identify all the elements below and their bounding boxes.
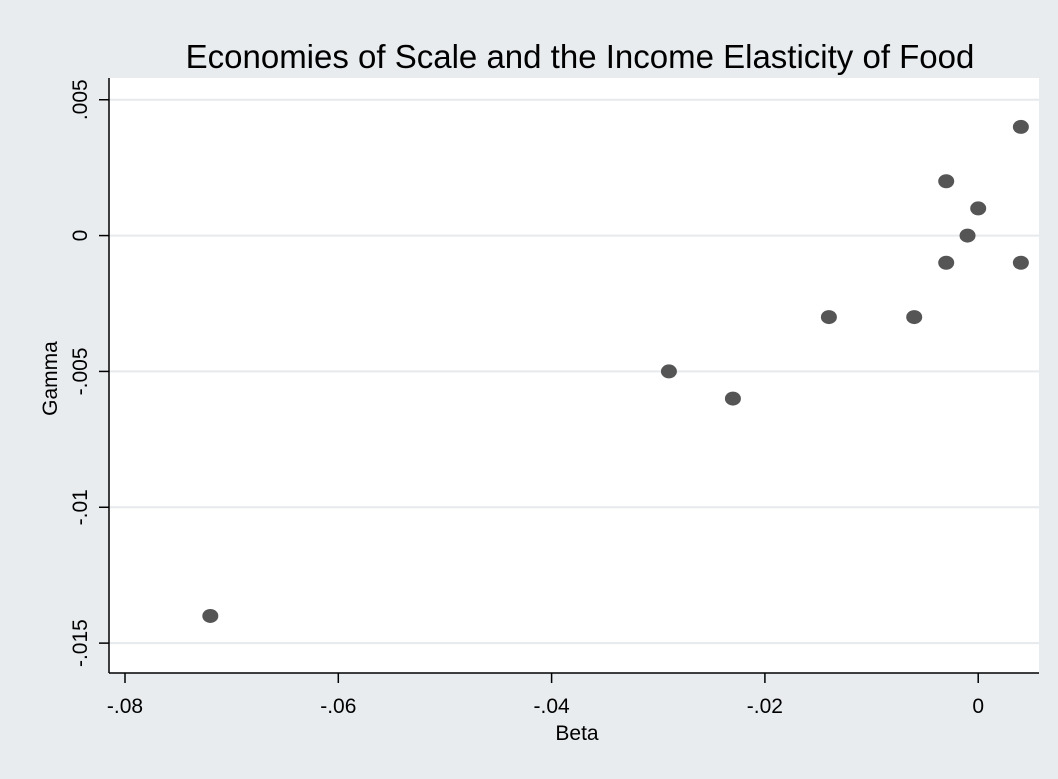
- x-tick-label: -.04: [534, 695, 571, 718]
- data-point-6: [938, 255, 955, 270]
- data-point-3: [820, 310, 837, 325]
- y-tick-label: -.005: [69, 347, 92, 395]
- data-point-4: [906, 310, 923, 325]
- axis-ticks: -.08 -.06 -.04 -.02 0 -.015 -.01 -.005 0 .005: [69, 79, 984, 718]
- x-tick-label: -.06: [320, 695, 356, 718]
- y-tick-label: -.01: [69, 489, 92, 525]
- data-points: [202, 119, 1029, 623]
- gridlines: [109, 98, 1039, 645]
- y-axis-title: Gamma: [39, 341, 62, 416]
- data-point-5: [938, 174, 955, 189]
- y-tick-label: -.015: [69, 619, 92, 667]
- y-tick-label: .005: [69, 79, 92, 120]
- data-point-8: [970, 201, 987, 216]
- y-tick-label: 0: [69, 230, 92, 242]
- data-point-0: [202, 608, 219, 623]
- data-point-1: [660, 364, 677, 379]
- plot-area: [109, 78, 1039, 673]
- data-point-10: [1012, 255, 1029, 270]
- data-point-7: [959, 228, 976, 243]
- data-point-9: [1012, 119, 1029, 134]
- x-tick-label: 0: [972, 695, 984, 718]
- chart-title: Economies of Scale and the Income Elasti…: [186, 38, 975, 75]
- x-axis-title: Beta: [555, 722, 599, 745]
- x-tick-label: -.08: [107, 695, 143, 718]
- x-tick-label: -.02: [747, 695, 783, 718]
- data-point-2: [724, 391, 741, 406]
